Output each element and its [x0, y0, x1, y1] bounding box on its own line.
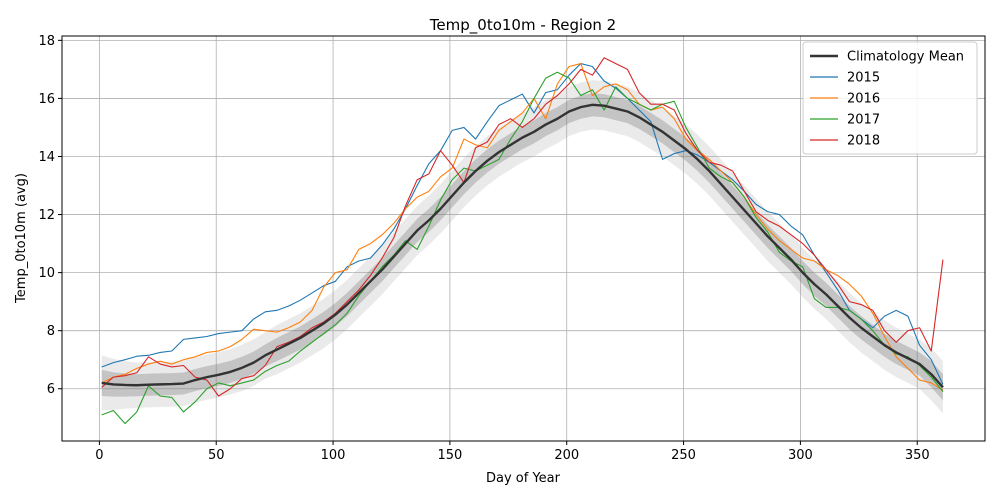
series-line-2015	[101, 63, 944, 385]
climatology-inner-band	[101, 93, 943, 401]
x-tick-label: 100	[321, 448, 346, 463]
x-tick-label: 300	[788, 448, 813, 463]
x-tick-label: 250	[671, 448, 696, 463]
legend-label: 2016	[847, 92, 880, 107]
chart-title: Temp_0to10m - Region 2	[429, 16, 616, 35]
y-tick-label: 16	[38, 92, 55, 107]
x-tick-label: 0	[95, 448, 103, 463]
climatology-mean-line	[101, 103, 944, 389]
series-line-2016	[101, 63, 944, 391]
x-axis-ticks: 0 50 100 150 200 250 300 350	[95, 441, 930, 463]
y-tick-label: 18	[38, 34, 55, 49]
legend-label: Climatology Mean	[847, 50, 964, 65]
series-line-2018	[101, 57, 944, 397]
y-axis-label: Temp_0to10m (avg)	[14, 173, 29, 304]
plot-frame	[61, 35, 986, 442]
y-axis-ticks: 6 8 10 12 14 16 18	[38, 34, 62, 397]
x-tick-label: 200	[554, 448, 579, 463]
y-tick-label: 14	[38, 150, 55, 165]
y-tick-label: 12	[38, 208, 55, 223]
x-tick-label: 350	[905, 448, 930, 463]
series-line-2017	[101, 71, 944, 425]
legend: Climatology Mean 2015 2016 2017 2018	[802, 41, 978, 155]
legend-label: 2015	[847, 71, 880, 86]
y-tick-label: 6	[47, 382, 55, 397]
climatology-mean-line	[101, 103, 944, 389]
legend-box	[802, 41, 978, 155]
y-tick-label: 8	[47, 324, 55, 339]
x-tick-label: 150	[437, 448, 462, 463]
x-axis-label: Day of Year	[486, 471, 561, 486]
y-tick-label: 10	[38, 266, 55, 281]
legend-label: 2018	[847, 134, 880, 149]
x-tick-label: 50	[208, 448, 225, 463]
legend-label: 2017	[847, 113, 880, 128]
series-lines	[101, 57, 944, 425]
